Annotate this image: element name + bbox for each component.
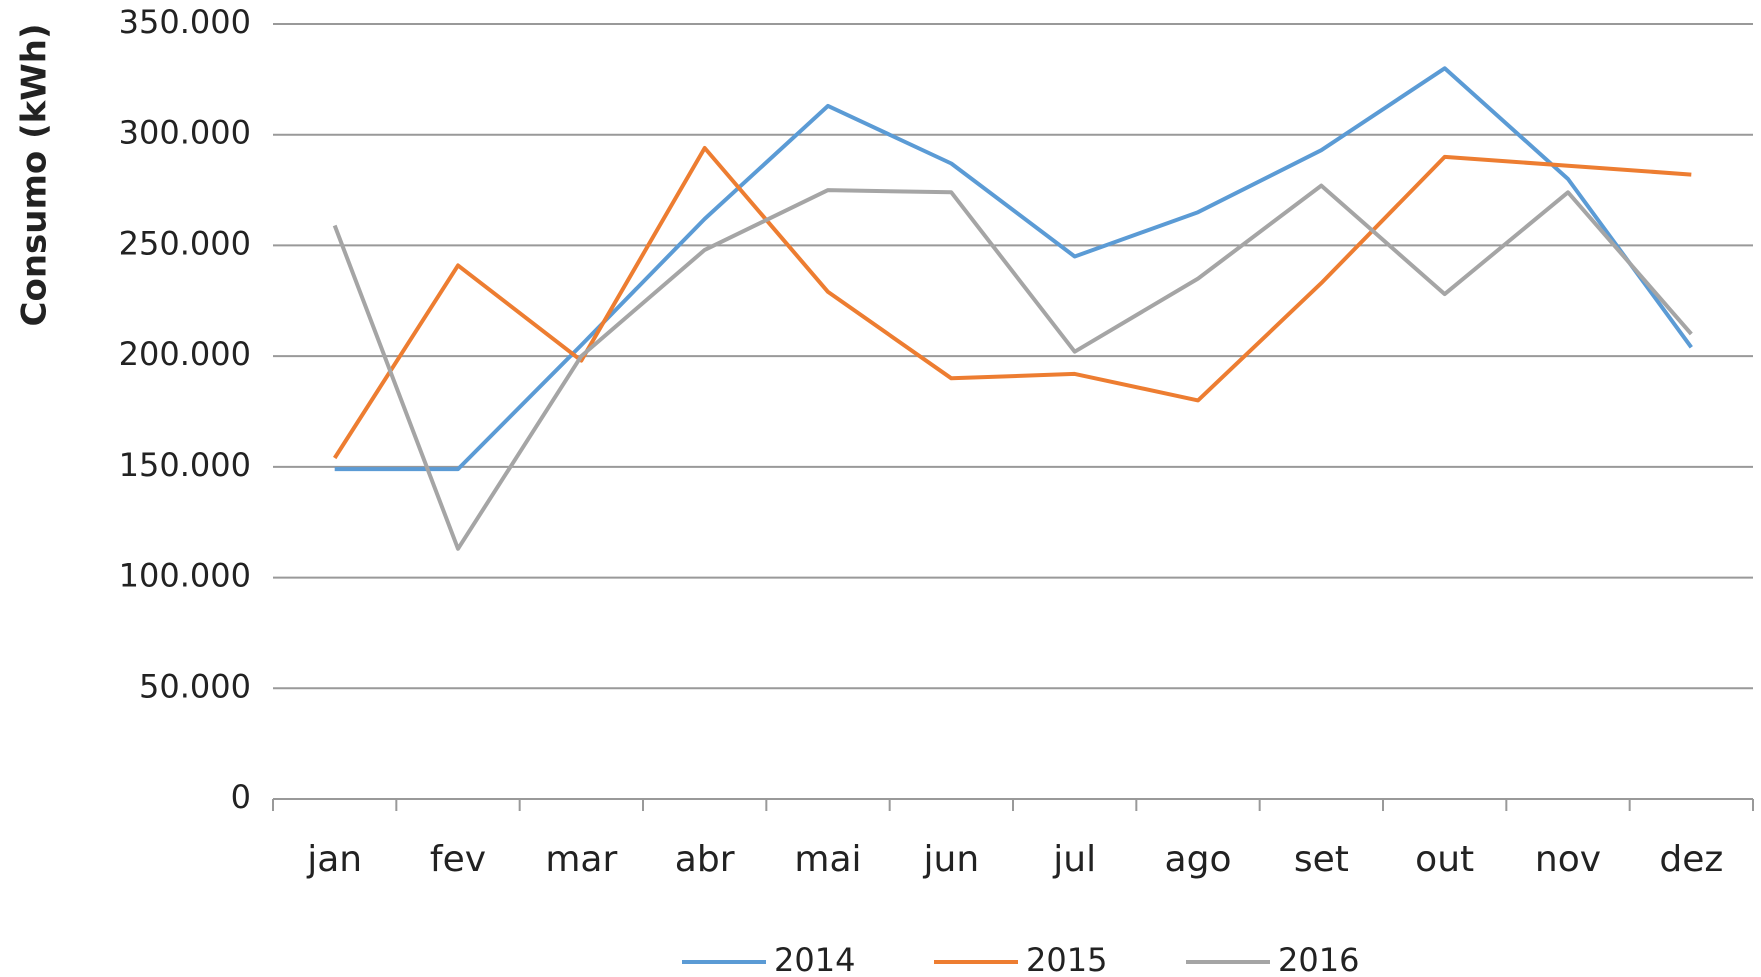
series-line [334,66,1693,472]
x-tick-label: dez [1659,839,1723,880]
x-tick-label: mar [545,839,617,880]
x-tick-label: fev [430,839,486,880]
y-tick-label: 350.000 [119,3,251,41]
series-line [333,146,1692,460]
x-tick-label: jan [306,839,362,880]
y-tick-label: 150.000 [119,446,251,484]
x-tick-label: nov [1535,839,1601,880]
y-axis-label: Consumo (kWh) [15,24,55,327]
x-tick-label: jun [923,839,980,880]
legend-label: 2014 [774,941,855,977]
series-line [332,183,1693,551]
x-tick-label: mai [794,839,861,880]
y-tick-label: 200.000 [119,335,251,373]
y-tick-label: 100.000 [119,557,251,595]
x-tick-label: ago [1165,839,1232,880]
x-tick-label: abr [675,839,735,880]
x-tick-label: set [1294,839,1349,880]
x-tick-label: jul [1052,839,1096,880]
y-tick-label: 300.000 [119,114,251,152]
legend-label: 2016 [1278,941,1359,977]
x-tick-label: out [1415,839,1474,880]
y-tick-label: 250.000 [119,224,251,262]
legend-label: 2015 [1026,941,1107,977]
y-tick-label: 0 [231,778,251,816]
y-tick-label: 50.000 [139,667,251,705]
